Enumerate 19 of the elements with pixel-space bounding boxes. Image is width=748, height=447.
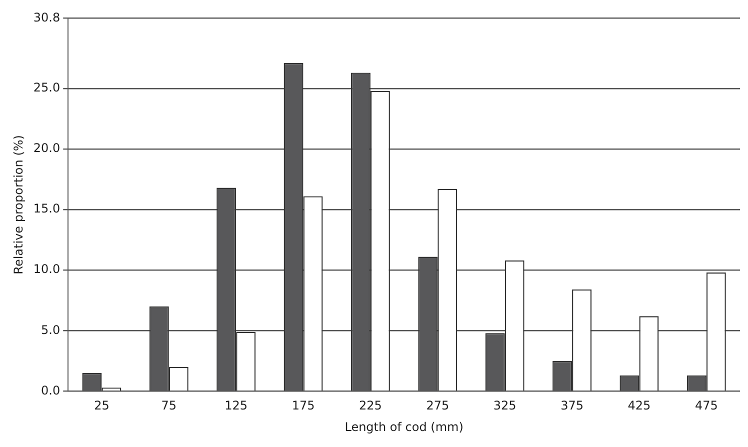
x-tick-label: 425: [628, 398, 651, 413]
x-tick-label: 325: [493, 398, 516, 413]
y-tick-label: 5.0: [41, 322, 60, 337]
x-tick-label: 175: [292, 398, 315, 413]
x-tick-label: 75: [161, 398, 177, 413]
y-tick-label: 30.8: [33, 10, 60, 24]
x-axis-title: Length of cod (mm): [344, 420, 464, 434]
y-tick-label: 10.0: [33, 262, 60, 276]
x-tick-label: 375: [560, 398, 584, 413]
y-tick-label: 15.0: [33, 202, 60, 216]
x-tick-label: 25: [94, 398, 110, 413]
y-tick-label: 0.0: [41, 383, 60, 398]
y-tick-label: 25.0: [33, 80, 60, 95]
x-tick-label: 125: [224, 398, 248, 413]
x-tick-label: 275: [426, 398, 450, 413]
x-tick-label: 475: [694, 398, 718, 413]
y-tick-label: 20.0: [33, 141, 60, 156]
y-axis-title: Relative proportion (%): [11, 135, 26, 274]
x-tick-label: 225: [359, 398, 382, 413]
